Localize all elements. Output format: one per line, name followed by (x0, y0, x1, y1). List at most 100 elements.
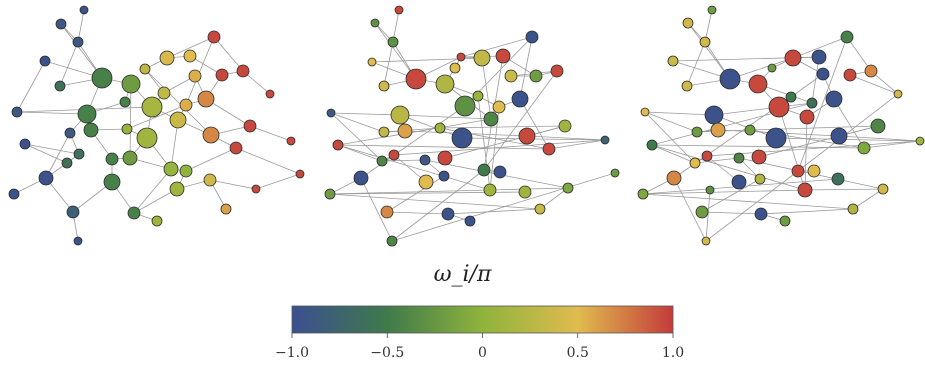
network-edge (519, 36, 533, 100)
network-edge (792, 36, 848, 59)
network-node (534, 203, 546, 215)
network-edge (185, 147, 237, 172)
network-node (438, 170, 450, 182)
network-node (483, 111, 499, 127)
network-edge (481, 57, 492, 120)
network-node (378, 80, 390, 92)
network-panel-2 (324, 5, 620, 247)
network-node (79, 5, 89, 15)
network-node (877, 183, 889, 195)
network-node (8, 188, 20, 200)
network-edge (863, 140, 921, 149)
network-node (418, 174, 434, 190)
network-node (748, 74, 768, 94)
network-node (701, 150, 713, 162)
network-node (701, 236, 711, 246)
network-node (666, 170, 682, 186)
network-edge (701, 178, 761, 213)
network-node (550, 64, 564, 78)
network-node (188, 69, 202, 83)
network-node (390, 105, 410, 125)
network-node (733, 152, 745, 164)
network-node (243, 119, 257, 133)
network-node (695, 205, 709, 219)
colorbar-title: ω_i/π (433, 262, 492, 287)
network-edge (166, 36, 215, 59)
network-node (286, 136, 296, 146)
network-edge (360, 105, 466, 179)
network-node (464, 215, 476, 227)
network-node (765, 127, 787, 149)
network-node (857, 141, 871, 155)
network-node (163, 161, 179, 177)
network-edge (642, 189, 806, 195)
network-node (405, 68, 427, 90)
network-edge (144, 68, 212, 136)
network-node (797, 182, 813, 198)
network-node (215, 68, 229, 82)
network-edge (651, 144, 806, 191)
network-node (326, 108, 336, 118)
network-node (483, 183, 497, 197)
network-edge (757, 83, 813, 104)
colorbar (291, 305, 674, 334)
network-node (646, 139, 658, 151)
network-node (441, 207, 455, 221)
network-edge (729, 57, 794, 80)
network-edge (804, 116, 808, 191)
network-edge (391, 172, 616, 242)
network-edge (701, 211, 762, 215)
network-edge (687, 22, 731, 80)
network-edge (539, 187, 569, 210)
network-node (139, 63, 151, 75)
network-node (518, 127, 536, 145)
colorbar-tick-label: 0 (478, 345, 487, 361)
network-edge (460, 36, 533, 58)
network-node (691, 126, 703, 138)
network-panel-3 (637, 5, 925, 246)
network-edge (383, 41, 394, 87)
network-edge (483, 70, 558, 171)
network-node (456, 52, 466, 62)
network-node (831, 172, 845, 186)
network-node (529, 69, 543, 83)
network-edge (790, 73, 824, 98)
network-node (785, 91, 797, 103)
network-node (353, 170, 369, 186)
network-edge (360, 177, 393, 242)
network-node (397, 123, 413, 139)
network-edge (526, 135, 606, 141)
network-node (220, 203, 232, 215)
network-edge (330, 112, 383, 162)
network-node (141, 96, 163, 118)
network-edge (519, 98, 550, 150)
network-node (73, 236, 83, 246)
network-edge (713, 102, 813, 116)
network-edge (704, 9, 713, 43)
network-node (324, 188, 336, 200)
network-node (121, 123, 133, 135)
network-edge (399, 114, 463, 139)
network-edge (393, 139, 606, 156)
network-node (825, 90, 843, 108)
network-edge (758, 125, 879, 158)
network-node (779, 215, 791, 227)
network-node (449, 62, 461, 74)
network-node (435, 74, 455, 94)
network-node (477, 163, 491, 177)
network-edge (24, 143, 68, 164)
edges (13, 9, 301, 242)
network-node (265, 89, 275, 99)
network-edge (833, 98, 865, 149)
network-edge (209, 179, 257, 190)
network-node (61, 157, 73, 169)
network-node (157, 86, 171, 100)
network-node (419, 154, 431, 166)
network-edge (804, 188, 884, 191)
network-edge (16, 111, 88, 115)
network-edge (337, 144, 550, 150)
colorbar-ticks (291, 333, 674, 338)
network-node (525, 30, 539, 44)
network-node (179, 164, 193, 178)
network-node (388, 149, 400, 161)
